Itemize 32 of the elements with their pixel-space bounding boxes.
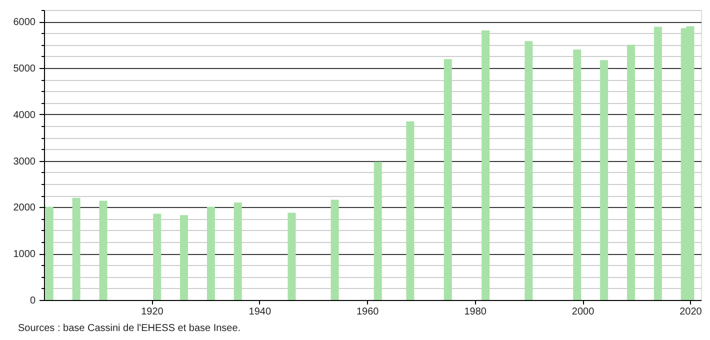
x-tick-label: 2020 (680, 306, 702, 318)
bar (374, 162, 382, 300)
x-tick-label: 2000 (572, 306, 595, 318)
x-tick-label: 1960 (356, 306, 380, 318)
y-tick-label: 1000 (13, 249, 36, 260)
bar (45, 206, 54, 300)
bar (72, 198, 80, 300)
bar (444, 59, 452, 300)
bar (600, 60, 608, 300)
y-tick-label: 6000 (13, 17, 36, 28)
bar (626, 44, 635, 300)
bar (573, 49, 582, 300)
bar (654, 26, 662, 300)
y-tick-label: 3000 (13, 156, 36, 168)
y-tick-label: 0 (30, 296, 36, 306)
bar (99, 200, 108, 300)
y-tick-label: 4000 (13, 110, 36, 121)
bar (206, 206, 215, 300)
y-tick-label: 2000 (13, 202, 36, 214)
bar (482, 30, 490, 300)
bar (330, 200, 339, 300)
bar (234, 202, 242, 300)
bar (288, 212, 296, 300)
bar (153, 214, 162, 300)
source-note: Sources : base Cassini de l'EHESS et base Insee. (18, 323, 241, 334)
bar (406, 121, 414, 300)
x-tick-label: 1980 (464, 306, 487, 318)
bar (524, 41, 533, 300)
bar (180, 215, 188, 300)
y-tick-label: 5000 (13, 64, 36, 74)
x-tick-label: 1940 (248, 306, 272, 318)
x-tick-label: 1920 (141, 306, 164, 318)
